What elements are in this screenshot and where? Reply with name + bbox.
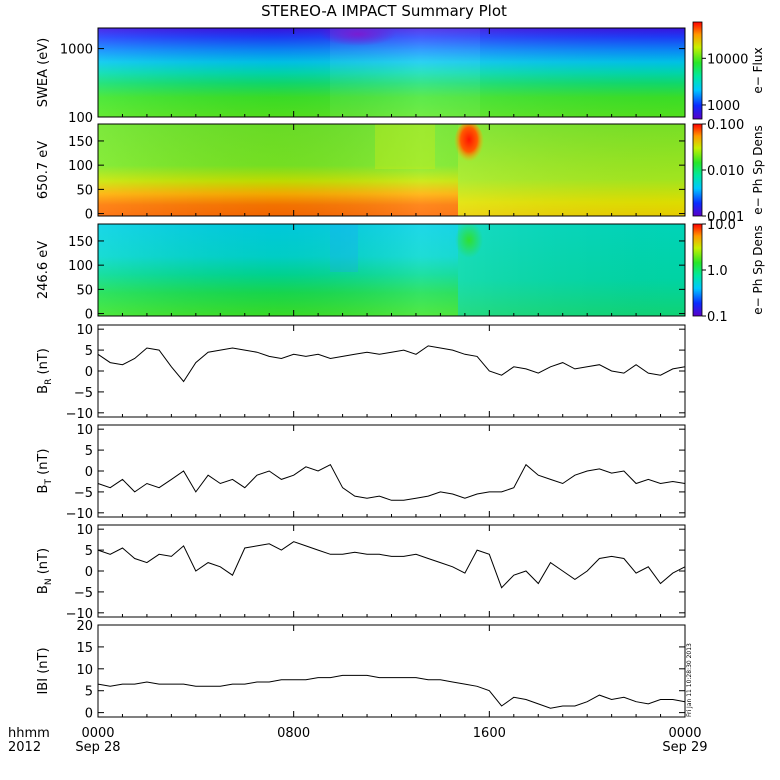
time-axis-label-year: 2012 bbox=[8, 740, 41, 755]
colorbar-label: e− Flux bbox=[751, 47, 765, 93]
y-tick-label: 50 bbox=[76, 283, 93, 298]
colorbar-tick-label: 10000 bbox=[707, 52, 748, 67]
y-tick-label: 20 bbox=[76, 619, 93, 634]
y-tick-label: −5 bbox=[74, 586, 93, 601]
panel-swea bbox=[97, 27, 686, 118]
y-axis-label: 650.7 eV bbox=[36, 141, 51, 199]
x-tick-label: 1600 bbox=[473, 726, 506, 741]
y-tick-label: 10 bbox=[76, 663, 93, 678]
br-frame bbox=[97, 324, 686, 418]
y-tick-label: 0 bbox=[85, 465, 93, 480]
bt-frame bbox=[97, 424, 686, 518]
colorbar-tick-label: 0.1 bbox=[707, 310, 728, 325]
series-line-|B| bbox=[97, 674, 686, 709]
x-tick-label: 0800 bbox=[277, 726, 310, 741]
y-tick-label: −10 bbox=[66, 607, 93, 622]
bmag-frame bbox=[97, 624, 686, 718]
colorbar-tick-label: 1.0 bbox=[707, 264, 728, 279]
y-axis-label: BN (nT) bbox=[36, 548, 54, 594]
colorbar-tick-label: 0.010 bbox=[707, 164, 744, 179]
y-tick-label: 0 bbox=[85, 208, 93, 223]
series-line-B_R bbox=[97, 345, 686, 383]
y-tick-label: 150 bbox=[68, 135, 93, 150]
swea-low-flux-region bbox=[320, 28, 396, 46]
colorbar-flux bbox=[692, 21, 703, 120]
y-tick-label: 100 bbox=[68, 259, 93, 274]
y-tick-label: −10 bbox=[66, 507, 93, 522]
colorbar-tick-label: 10.0 bbox=[707, 218, 736, 233]
y-tick-label: 5 bbox=[85, 344, 93, 359]
colorbar-246 bbox=[692, 223, 703, 317]
y-axis-label: SWEA (eV) bbox=[36, 38, 51, 107]
series-line-B_T bbox=[97, 463, 686, 501]
y-tick-label: 0 bbox=[85, 707, 93, 722]
x-tick-label: 0000 bbox=[81, 726, 114, 741]
y-tick-label: −5 bbox=[74, 386, 93, 401]
y-tick-label: 5 bbox=[85, 544, 93, 559]
y-tick-label: 0 bbox=[85, 365, 93, 380]
x-tick-label: 0000 bbox=[668, 726, 701, 741]
x-tick-date-label: Sep 28 bbox=[75, 740, 120, 755]
colorbar-650 bbox=[692, 123, 703, 217]
y-axis-label: BR (nT) bbox=[36, 348, 54, 394]
creation-stamp: Fri Jan 11 10:28:30 2013 bbox=[686, 643, 693, 717]
colorbar-label: e− Ph Sp Dens bbox=[751, 225, 765, 314]
y-tick-label: 10 bbox=[76, 523, 93, 538]
y-tick-label: 5 bbox=[85, 444, 93, 459]
y-tick-label: 0 bbox=[85, 308, 93, 323]
panel-650eV bbox=[97, 123, 686, 217]
colorbar-tick-label: 0.001 bbox=[707, 210, 744, 225]
colorbar-tick-label: 0.100 bbox=[707, 118, 744, 133]
y-tick-label: 100 bbox=[68, 111, 93, 126]
y-tick-label: 10 bbox=[76, 423, 93, 438]
time-axis-label-hhmm: hhmm bbox=[8, 726, 50, 741]
y-tick-label: 50 bbox=[76, 183, 93, 198]
colorbar-tick-label: 1000 bbox=[707, 99, 740, 114]
panel-246eV bbox=[97, 223, 686, 317]
y-tick-label: 10 bbox=[76, 323, 93, 338]
y-axis-label: 246.6 eV bbox=[36, 241, 51, 299]
x-tick-date-label: Sep 29 bbox=[662, 740, 707, 755]
y-tick-label: 150 bbox=[68, 235, 93, 250]
y-tick-label: −10 bbox=[66, 407, 93, 422]
y-tick-label: 1000 bbox=[60, 43, 93, 58]
pad-246-green-blob bbox=[455, 224, 483, 258]
y-tick-label: 100 bbox=[68, 159, 93, 174]
bn-frame bbox=[97, 524, 686, 618]
y-tick-label: 5 bbox=[85, 685, 93, 700]
series-line-B_N bbox=[97, 541, 686, 589]
colorbar-label: e− Ph Sp Dens bbox=[751, 125, 765, 214]
y-axis-label: IBI (nT) bbox=[36, 647, 51, 694]
y-tick-label: 15 bbox=[76, 641, 93, 656]
plot-title: STEREO-A IMPACT Summary Plot bbox=[261, 2, 507, 20]
y-axis-label: BT (nT) bbox=[36, 449, 54, 494]
y-tick-label: −5 bbox=[74, 486, 93, 501]
y-tick-label: 0 bbox=[85, 565, 93, 580]
pad-650-hot-spot bbox=[454, 124, 484, 166]
